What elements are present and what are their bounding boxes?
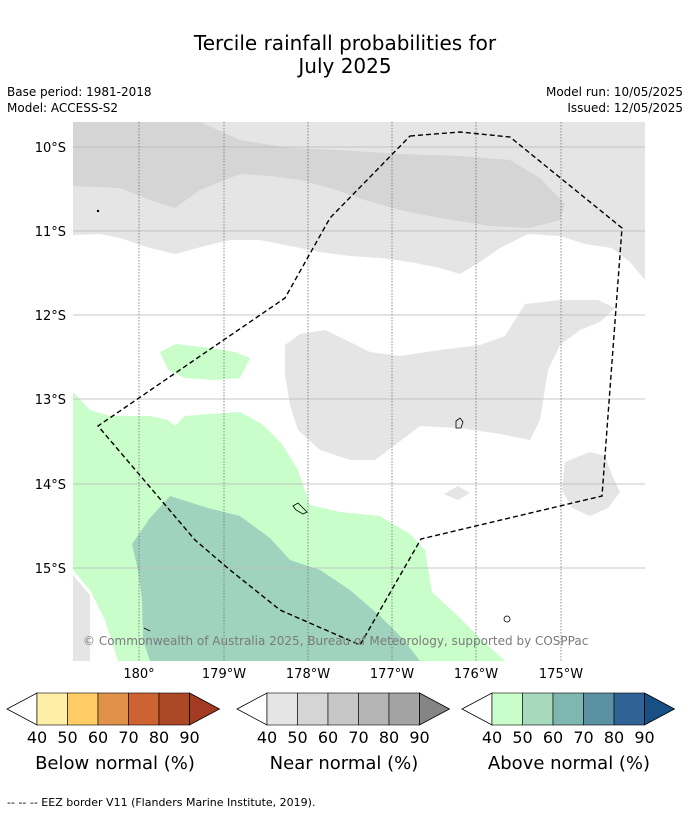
colorbar-tick-label: 50 [57,728,77,747]
colorbar-tick-label: 90 [634,728,654,747]
meta-right: Model run: 10/05/2025 Issued: 12/05/2025 [546,84,683,116]
colorbar-tick-label: 40 [482,728,502,747]
near-normal-region-central [285,300,615,460]
colorbar-title-above: Above normal (%) [487,753,651,774]
title-line-2: July 2025 [298,54,392,78]
lat-label: 12°S [35,309,66,324]
colorbar-tick-label: 70 [573,728,593,747]
longitude-labels: 180° 179°W 178°W 177°W 176°W 175°W [123,667,583,682]
lon-label: 178°W [286,667,330,682]
colorbar-extend-low [6,692,38,726]
colorbar-extend-low [461,692,493,726]
colorbar-tick-label: 80 [149,728,169,747]
colorbar-tick-label: 40 [27,728,47,747]
title-line-1: Tercile rainfall probabilities for [193,31,497,55]
colorbar-title-below: Below normal (%) [35,753,195,774]
island-shape [455,417,464,429]
colorbar: 40 50 60 70 80 90 [461,692,676,747]
above-normal-region-small [160,344,250,380]
colorbar-tick-label: 50 [512,728,532,747]
colorbar-tick-label: 50 [287,728,307,747]
colorbar: 40 50 60 70 80 90 [236,692,451,747]
near-normal-region-north-core [73,122,565,228]
colorbar: 40 50 60 70 80 90 [6,692,221,747]
colorbar-tick-label: 60 [543,728,563,747]
model-run: Model run: 10/05/2025 [545,85,683,99]
colorbar-extend-low [236,692,268,726]
issued-date: Issued: 12/05/2025 [567,101,683,115]
colorbars: 40 50 60 70 80 90 40 50 60 70 80 90 40 50 60 70 80 90 [6,692,676,747]
colorbar-segment [388,692,420,726]
colorbar-tick-label: 60 [318,728,338,747]
lon-label: 179°W [202,667,246,682]
model-name: Model: ACCESS-S2 [7,101,119,115]
colorbar-segment [583,692,615,726]
latitude-labels: 10°S 11°S 12°S 13°S 14°S 15°S [35,141,66,577]
colorbar-tick-label: 90 [409,728,429,747]
colorbar-segment [67,692,99,726]
lat-label: 14°S [35,478,66,493]
lat-label: 15°S [35,562,66,577]
lon-label: 180° [123,667,154,682]
colorbar-extend-high [644,692,676,726]
island-shape [96,209,100,213]
latitude-gridlines [73,146,645,569]
colorbar-segment [266,692,298,726]
lat-label: 10°S [35,141,66,156]
colorbar-tick-label: 70 [348,728,368,747]
above-normal-region-core [132,496,420,661]
colorbar-segment [128,692,160,726]
lon-label: 177°W [370,667,414,682]
colorbar-segment [522,692,554,726]
colorbar-title-near: Near normal (%) [269,753,419,774]
footer-note: -- -- -- EEZ border V11 (Flanders Marine… [7,796,316,809]
colorbar-tick-label: 70 [118,728,138,747]
near-normal-region-small [444,486,470,500]
colorbar-tick-label: 90 [179,728,199,747]
page-title: Tercile rainfall probabilities for July … [0,32,690,78]
colorbar-tick-label: 60 [88,728,108,747]
islands [96,209,511,632]
meta-left: Base period: 1981-2018 Model: ACCESS-S2 [7,84,152,116]
island-shape [292,502,308,515]
colorbar-extend-high [189,692,221,726]
colorbar-segment [36,692,68,726]
island-shape [503,615,511,623]
colorbar-segment [297,692,329,726]
colorbar-segment [491,692,523,726]
colorbar-extend-high [419,692,451,726]
colorbar-tick-label: 80 [604,728,624,747]
island-shape [143,627,151,632]
near-normal-region-southwest [73,575,90,661]
colorbar-segment [327,692,359,726]
lat-label: 11°S [35,225,66,240]
colorbar-segment [97,692,129,726]
colorbar-segment [158,692,190,726]
lat-label: 13°S [35,393,66,408]
colorbar-segment [552,692,584,726]
colorbar-segment [358,692,390,726]
colorbar-segment [613,692,645,726]
colorbar-tick-label: 40 [257,728,277,747]
copyright-notice: © Commonwealth of Australia 2025, Bureau… [83,634,588,648]
probability-fields [73,122,645,661]
eez-border [96,131,623,646]
lon-label: 175°W [539,667,583,682]
lon-label: 176°W [454,667,498,682]
base-period: Base period: 1981-2018 [7,85,152,99]
colorbar-tick-label: 80 [379,728,399,747]
